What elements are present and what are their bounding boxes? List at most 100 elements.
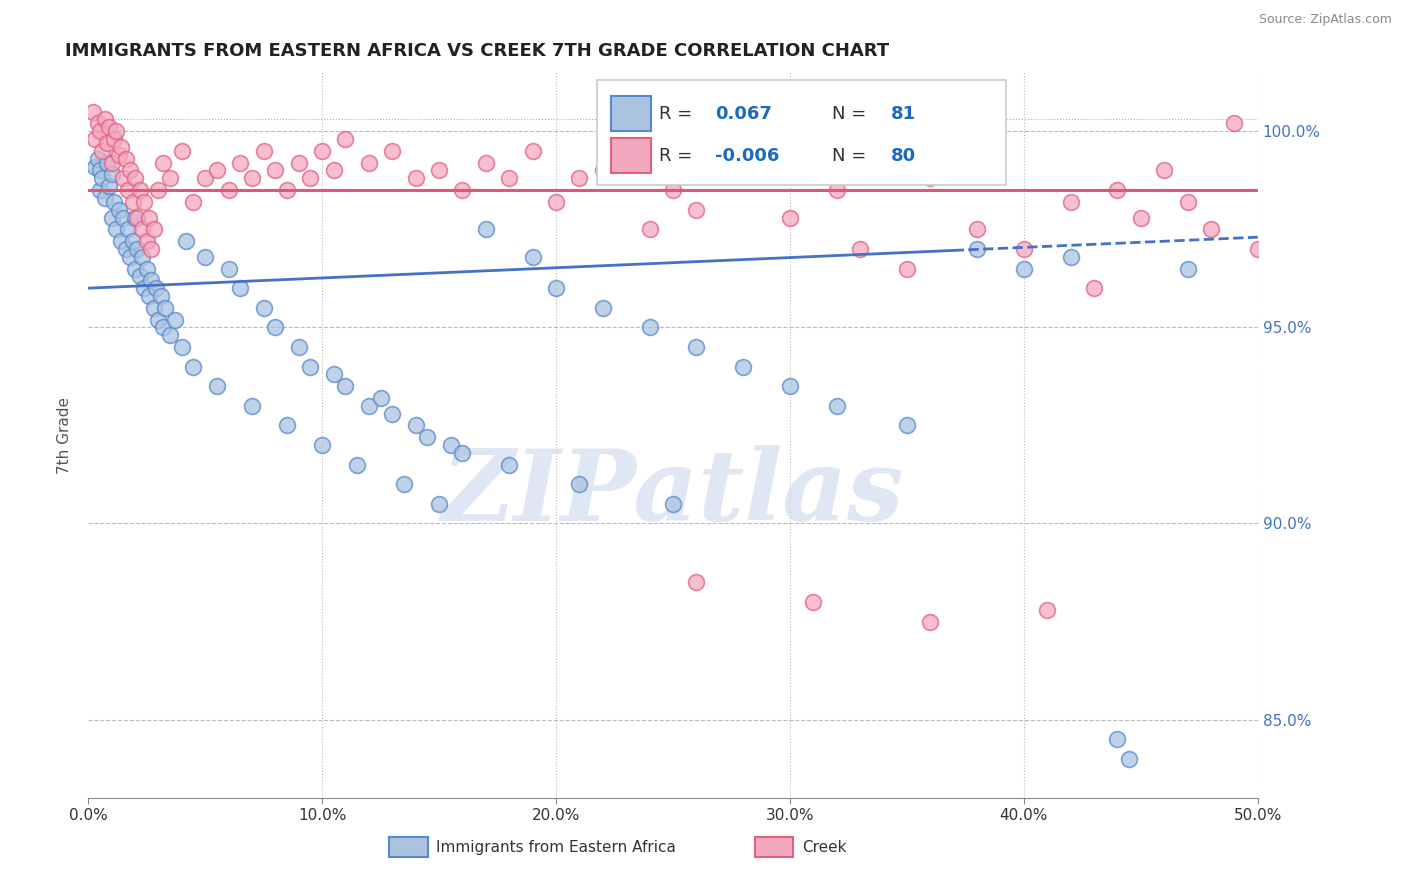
Text: Source: ZipAtlas.com: Source: ZipAtlas.com <box>1258 13 1392 27</box>
Point <box>1060 250 1083 264</box>
Point <box>299 171 322 186</box>
Point <box>152 155 174 169</box>
Point <box>322 163 344 178</box>
Point <box>381 407 404 421</box>
Point <box>86 116 108 130</box>
Point <box>98 179 121 194</box>
Point <box>93 191 115 205</box>
Point <box>121 194 143 209</box>
Point <box>218 183 240 197</box>
FancyBboxPatch shape <box>612 138 651 173</box>
Point <box>100 168 122 182</box>
Point <box>96 155 118 169</box>
Point <box>155 301 177 315</box>
Point <box>405 171 427 186</box>
Point <box>127 242 149 256</box>
Point <box>1247 242 1270 256</box>
Point <box>240 399 263 413</box>
Point <box>240 171 263 186</box>
FancyBboxPatch shape <box>598 79 1007 185</box>
Point <box>685 575 707 590</box>
Point <box>110 140 132 154</box>
Point <box>335 379 357 393</box>
Point <box>1060 194 1083 209</box>
Point <box>544 281 567 295</box>
Point <box>1199 222 1222 236</box>
Point <box>82 104 104 119</box>
Point <box>107 148 129 162</box>
Point <box>451 446 474 460</box>
Point <box>120 163 142 178</box>
Point <box>176 234 198 248</box>
Point <box>107 202 129 217</box>
Point <box>779 379 801 393</box>
Point <box>183 194 205 209</box>
Point <box>1177 194 1199 209</box>
Point <box>141 242 163 256</box>
Point <box>1153 163 1175 178</box>
Point <box>475 222 498 236</box>
Point <box>685 340 707 354</box>
Point <box>966 222 988 236</box>
Point <box>91 144 114 158</box>
Point <box>89 124 111 138</box>
Point <box>114 152 136 166</box>
Point <box>128 183 150 197</box>
Point <box>93 112 115 127</box>
Text: N =: N = <box>832 147 872 165</box>
Point <box>966 242 988 256</box>
Point <box>105 124 128 138</box>
Point <box>128 269 150 284</box>
Point <box>86 152 108 166</box>
Point <box>287 340 309 354</box>
Text: R =: R = <box>659 147 697 165</box>
Point <box>124 171 146 186</box>
Point <box>96 136 118 150</box>
Point <box>141 273 163 287</box>
Point <box>152 320 174 334</box>
Text: 0.067: 0.067 <box>716 104 772 123</box>
Point <box>522 250 544 264</box>
Point <box>662 183 685 197</box>
Point <box>779 211 801 225</box>
Text: Creek: Creek <box>801 839 846 855</box>
Point <box>849 242 872 256</box>
Text: R =: R = <box>659 104 697 123</box>
Point <box>135 261 157 276</box>
Point <box>264 320 287 334</box>
Point <box>134 194 156 209</box>
Point <box>392 477 415 491</box>
Point <box>149 289 172 303</box>
Text: ZIPatlas: ZIPatlas <box>441 445 904 541</box>
Point <box>127 211 149 225</box>
Point <box>405 418 427 433</box>
Point <box>357 155 380 169</box>
Point <box>124 211 146 225</box>
Point <box>498 458 520 472</box>
Text: -0.006: -0.006 <box>716 147 779 165</box>
Point <box>103 132 125 146</box>
Point <box>229 155 252 169</box>
Point <box>194 171 217 186</box>
Point <box>159 171 181 186</box>
Point <box>357 399 380 413</box>
Point <box>475 155 498 169</box>
Point <box>1118 752 1140 766</box>
Point <box>1129 211 1152 225</box>
Point <box>544 194 567 209</box>
Point <box>100 155 122 169</box>
Point <box>91 171 114 186</box>
Point <box>205 379 228 393</box>
Point <box>112 211 135 225</box>
Point <box>142 301 165 315</box>
Point <box>825 399 848 413</box>
Point <box>335 132 357 146</box>
Point <box>205 163 228 178</box>
Point <box>311 144 333 158</box>
Point <box>194 250 217 264</box>
Point <box>381 144 404 158</box>
Point <box>120 250 142 264</box>
Point <box>84 132 107 146</box>
Point <box>112 171 135 186</box>
Point <box>218 261 240 276</box>
